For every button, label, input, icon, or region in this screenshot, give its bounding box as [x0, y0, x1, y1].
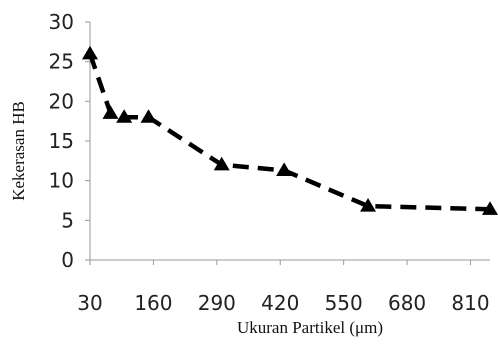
- data-point-marker: [82, 45, 98, 60]
- data-point-marker: [116, 109, 133, 123]
- data-point-marker: [213, 156, 230, 171]
- data-point-marker: [482, 201, 498, 215]
- y-tick-label: 10: [49, 169, 74, 193]
- x-tick-label: 810: [451, 291, 489, 315]
- series-line: [87, 52, 491, 212]
- x-tick-label: 420: [261, 291, 299, 315]
- x-tick-label: 160: [134, 291, 172, 315]
- x-tick-label: 550: [325, 291, 363, 315]
- y-tick-labels: 0 5 10 15 20 25 30: [49, 10, 90, 272]
- x-axis-title: Ukuran Partikel (μm): [237, 318, 383, 337]
- x-tick-label: 290: [198, 291, 236, 315]
- y-tick-label: 20: [49, 89, 74, 113]
- y-tick-label: 15: [49, 129, 74, 153]
- x-tick-labels: 30 160 290 420 550 680 810: [77, 260, 490, 315]
- y-tick-label: 5: [61, 208, 74, 232]
- data-point-marker: [140, 109, 157, 123]
- x-tick-label: 30: [77, 291, 102, 315]
- data-point-marker: [360, 198, 377, 212]
- x-axis: 30 160 290 420 550 680 810: [77, 259, 490, 315]
- x-tick-label: 680: [388, 291, 426, 315]
- y-tick-label: 25: [49, 50, 74, 74]
- series-layer: [82, 45, 498, 215]
- data-point-marker: [276, 162, 293, 176]
- y-tick-label: 30: [49, 10, 74, 34]
- y-axis: 0 5 10 15 20 25 30: [49, 10, 91, 272]
- y-axis-title: Kekerasan HB: [9, 101, 28, 201]
- data-point-marker: [102, 105, 119, 119]
- y-tick-label: 0: [61, 248, 74, 272]
